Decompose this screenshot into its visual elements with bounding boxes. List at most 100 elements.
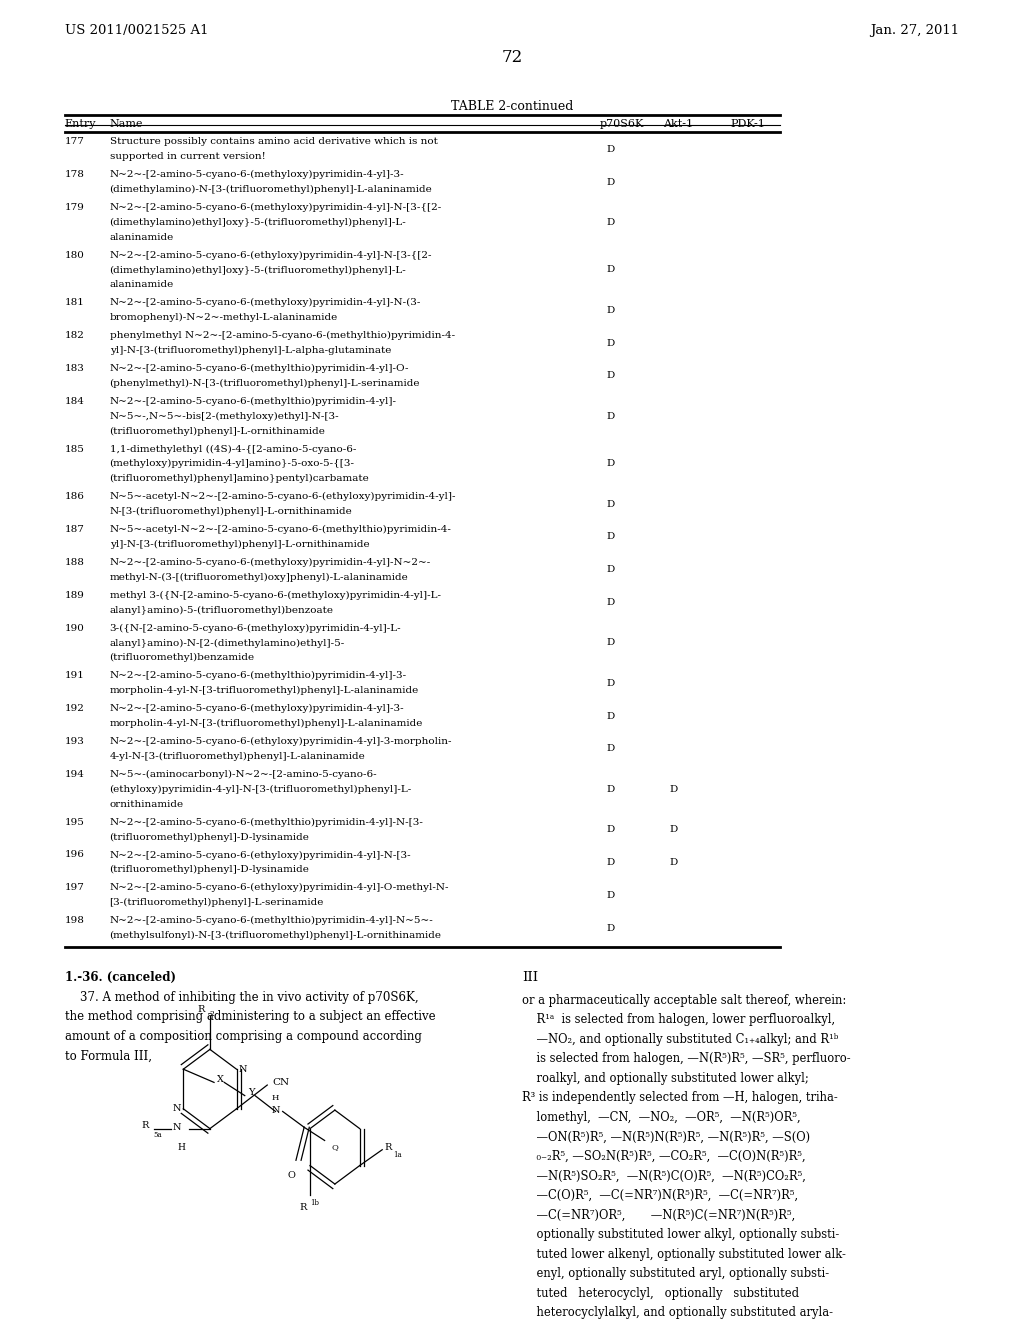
Text: 198: 198: [65, 916, 84, 925]
Text: 180: 180: [65, 251, 84, 260]
Text: 1a: 1a: [393, 1151, 402, 1159]
Text: D: D: [606, 306, 614, 314]
Text: (trifluoromethyl)phenyl]-D-lysinamide: (trifluoromethyl)phenyl]-D-lysinamide: [110, 866, 309, 874]
Text: TABLE 2-continued: TABLE 2-continued: [451, 100, 573, 114]
Text: 5a: 5a: [154, 1131, 163, 1139]
Text: 192: 192: [65, 705, 84, 713]
Text: methyl 3-({N-[2-amino-5-cyano-6-(methyloxy)pyrimidin-4-yl]-L-: methyl 3-({N-[2-amino-5-cyano-6-(methylo…: [110, 591, 440, 601]
Text: phenylmethyl N~2~-[2-amino-5-cyano-6-(methylthio)pyrimidin-4-: phenylmethyl N~2~-[2-amino-5-cyano-6-(me…: [110, 331, 455, 341]
Text: N~2~-[2-amino-5-cyano-6-(methyloxy)pyrimidin-4-yl]-N-[3-{[2-: N~2~-[2-amino-5-cyano-6-(methyloxy)pyrim…: [110, 203, 441, 213]
Text: PDK-1: PDK-1: [730, 119, 765, 129]
Text: alanyl}amino)-N-[2-(dimethylamino)ethyl]-5-: alanyl}amino)-N-[2-(dimethylamino)ethyl]…: [110, 639, 345, 648]
Text: N: N: [173, 1105, 181, 1113]
Text: (ethyloxy)pyrimidin-4-yl]-N-[3-(trifluoromethyl)phenyl]-L-: (ethyloxy)pyrimidin-4-yl]-N-[3-(trifluor…: [110, 785, 412, 793]
Text: heterocyclylalkyl, and optionally substituted aryla-: heterocyclylalkyl, and optionally substi…: [522, 1307, 834, 1319]
Text: N~2~-[2-amino-5-cyano-6-(methylthio)pyrimidin-4-yl]-N~5~-: N~2~-[2-amino-5-cyano-6-(methylthio)pyri…: [110, 916, 433, 925]
Text: is selected from halogen, —N(R⁵)R⁵, —SR⁵, perfluoro-: is selected from halogen, —N(R⁵)R⁵, —SR⁵…: [522, 1052, 851, 1065]
Text: enyl, optionally substituted aryl, optionally substi-: enyl, optionally substituted aryl, optio…: [522, 1267, 829, 1280]
Text: N~5~-acetyl-N~2~-[2-amino-5-cyano-6-(ethyloxy)pyrimidin-4-yl]-: N~5~-acetyl-N~2~-[2-amino-5-cyano-6-(eth…: [110, 492, 456, 502]
Text: yl]-N-[3-(trifluoromethyl)phenyl]-L-ornithinamide: yl]-N-[3-(trifluoromethyl)phenyl]-L-orni…: [110, 540, 370, 549]
Text: 190: 190: [65, 624, 84, 632]
Text: alaninamide: alaninamide: [110, 280, 174, 289]
Text: 187: 187: [65, 525, 84, 535]
Text: Structure possibly contains amino acid derivative which is not: Structure possibly contains amino acid d…: [110, 137, 437, 147]
Text: —C(=NR⁷)OR⁵,       —N(R⁵)C(=NR⁷)N(R⁵)R⁵,: —C(=NR⁷)OR⁵, —N(R⁵)C(=NR⁷)N(R⁵)R⁵,: [522, 1209, 796, 1221]
Text: ornithinamide: ornithinamide: [110, 800, 183, 809]
Text: N~2~-[2-amino-5-cyano-6-(methyloxy)pyrimidin-4-yl]-N~2~-: N~2~-[2-amino-5-cyano-6-(methyloxy)pyrim…: [110, 558, 431, 568]
Text: N~2~-[2-amino-5-cyano-6-(methylthio)pyrimidin-4-yl]-O-: N~2~-[2-amino-5-cyano-6-(methylthio)pyri…: [110, 364, 409, 374]
Text: 3-({N-[2-amino-5-cyano-6-(methyloxy)pyrimidin-4-yl]-L-: 3-({N-[2-amino-5-cyano-6-(methyloxy)pyri…: [110, 624, 401, 632]
Text: morpholin-4-yl-N-[3-(trifluoromethyl)phenyl]-L-alaninamide: morpholin-4-yl-N-[3-(trifluoromethyl)phe…: [110, 719, 423, 729]
Text: 182: 182: [65, 331, 84, 341]
Text: R¹ᵃ  is selected from halogen, lower perfluoroalkyl,: R¹ᵃ is selected from halogen, lower perf…: [522, 1014, 836, 1026]
Text: 196: 196: [65, 850, 84, 859]
Text: H: H: [271, 1094, 280, 1102]
Text: H: H: [177, 1143, 185, 1151]
Text: to Formula III,: to Formula III,: [65, 1049, 152, 1063]
Text: D: D: [606, 339, 614, 347]
Text: D: D: [606, 500, 614, 508]
Text: (trifluoromethyl)benzamide: (trifluoromethyl)benzamide: [110, 653, 255, 663]
Text: morpholin-4-yl-N-[3-trifluoromethyl)phenyl]-L-alaninamide: morpholin-4-yl-N-[3-trifluoromethyl)phen…: [110, 686, 419, 696]
Text: D: D: [606, 459, 614, 469]
Text: US 2011/0021525 A1: US 2011/0021525 A1: [65, 24, 208, 37]
Text: 1b: 1b: [310, 1199, 319, 1206]
Text: 2: 2: [210, 1010, 215, 1018]
Text: R: R: [384, 1143, 391, 1151]
Text: X: X: [217, 1076, 224, 1084]
Text: N: N: [271, 1106, 280, 1114]
Text: 195: 195: [65, 817, 84, 826]
Text: 189: 189: [65, 591, 84, 599]
Text: 197: 197: [65, 883, 84, 892]
Text: D: D: [606, 178, 614, 186]
Text: supported in current version!: supported in current version!: [110, 152, 265, 161]
Text: R: R: [141, 1122, 148, 1130]
Text: (methyloxy)pyrimidin-4-yl]amino}-5-oxo-5-{[3-: (methyloxy)pyrimidin-4-yl]amino}-5-oxo-5…: [110, 459, 354, 469]
Text: methyl-N-(3-[(trifluoromethyl)oxy]phenyl)-L-alaninamide: methyl-N-(3-[(trifluoromethyl)oxy]phenyl…: [110, 573, 409, 582]
Text: 181: 181: [65, 298, 84, 308]
Text: lomethyl,  —CN,  —NO₂,  —OR⁵,  —N(R⁵)OR⁵,: lomethyl, —CN, —NO₂, —OR⁵, —N(R⁵)OR⁵,: [522, 1111, 801, 1123]
Text: N~2~-[2-amino-5-cyano-6-(methylthio)pyrimidin-4-yl]-3-: N~2~-[2-amino-5-cyano-6-(methylthio)pyri…: [110, 672, 407, 681]
Text: 177: 177: [65, 137, 84, 147]
Text: D: D: [606, 744, 614, 754]
Text: —NO₂, and optionally substituted C₁₊₄alkyl; and R¹ᵇ: —NO₂, and optionally substituted C₁₊₄alk…: [522, 1032, 839, 1045]
Text: N~2~-[2-amino-5-cyano-6-(methylthio)pyrimidin-4-yl]-: N~2~-[2-amino-5-cyano-6-(methylthio)pyri…: [110, 397, 396, 407]
Text: yl]-N-[3-(trifluoromethyl)phenyl]-L-alpha-glutaminate: yl]-N-[3-(trifluoromethyl)phenyl]-L-alph…: [110, 346, 391, 355]
Text: N~2~-[2-amino-5-cyano-6-(ethyloxy)pyrimidin-4-yl]-N-[3-{[2-: N~2~-[2-amino-5-cyano-6-(ethyloxy)pyrimi…: [110, 251, 432, 260]
Text: 191: 191: [65, 672, 84, 680]
Text: optionally substituted lower alkyl, optionally substi-: optionally substituted lower alkyl, opti…: [522, 1228, 840, 1241]
Text: D: D: [606, 924, 614, 933]
Text: 1.-36. (canceled): 1.-36. (canceled): [65, 972, 175, 985]
Text: N~2~-[2-amino-5-cyano-6-(methyloxy)pyrimidin-4-yl]-N-(3-: N~2~-[2-amino-5-cyano-6-(methyloxy)pyrim…: [110, 298, 421, 308]
Text: 193: 193: [65, 737, 84, 746]
Text: (methylsulfonyl)-N-[3-(trifluoromethyl)phenyl]-L-ornithinamide: (methylsulfonyl)-N-[3-(trifluoromethyl)p…: [110, 931, 441, 940]
Text: 188: 188: [65, 558, 84, 568]
Text: D: D: [670, 858, 678, 867]
Text: amount of a composition comprising a compound according: amount of a composition comprising a com…: [65, 1030, 422, 1043]
Text: 186: 186: [65, 492, 84, 502]
Text: R: R: [300, 1203, 307, 1212]
Text: —N(R⁵)SO₂R⁵,  —N(R⁵)C(O)R⁵,  —N(R⁵)CO₂R⁵,: —N(R⁵)SO₂R⁵, —N(R⁵)C(O)R⁵, —N(R⁵)CO₂R⁵,: [522, 1170, 806, 1183]
Text: Name: Name: [110, 119, 143, 129]
Text: R: R: [198, 1006, 205, 1014]
Text: 183: 183: [65, 364, 84, 374]
Text: 184: 184: [65, 397, 84, 407]
Text: D: D: [606, 218, 614, 227]
Text: D: D: [606, 785, 614, 793]
Text: D: D: [606, 371, 614, 380]
Text: N~5~-(aminocarbonyl)-N~2~-[2-amino-5-cyano-6-: N~5~-(aminocarbonyl)-N~2~-[2-amino-5-cya…: [110, 770, 377, 779]
Text: Jan. 27, 2011: Jan. 27, 2011: [870, 24, 959, 37]
Text: (trifluoromethyl)phenyl]amino}pentyl)carbamate: (trifluoromethyl)phenyl]amino}pentyl)car…: [110, 474, 370, 483]
Text: D: D: [606, 891, 614, 900]
Text: alaninamide: alaninamide: [110, 232, 174, 242]
Text: D: D: [606, 598, 614, 607]
Text: (dimethylamino)ethyl]oxy}-5-(trifluoromethyl)phenyl]-L-: (dimethylamino)ethyl]oxy}-5-(trifluorome…: [110, 265, 407, 275]
Text: (trifluoromethyl)phenyl]-D-lysinamide: (trifluoromethyl)phenyl]-D-lysinamide: [110, 833, 309, 842]
Text: —ON(R⁵)R⁵, —N(R⁵)N(R⁵)R⁵, —N(R⁵)R⁵, —S(O): —ON(R⁵)R⁵, —N(R⁵)N(R⁵)R⁵, —N(R⁵)R⁵, —S(O…: [522, 1130, 810, 1143]
Text: the method comprising administering to a subject an effective: the method comprising administering to a…: [65, 1010, 435, 1023]
Text: 179: 179: [65, 203, 84, 213]
Text: N: N: [239, 1065, 247, 1073]
Text: 37. A method of inhibiting the in vivo activity of p70S6K,: 37. A method of inhibiting the in vivo a…: [65, 991, 418, 1003]
Text: D: D: [606, 858, 614, 867]
Text: D: D: [606, 825, 614, 834]
